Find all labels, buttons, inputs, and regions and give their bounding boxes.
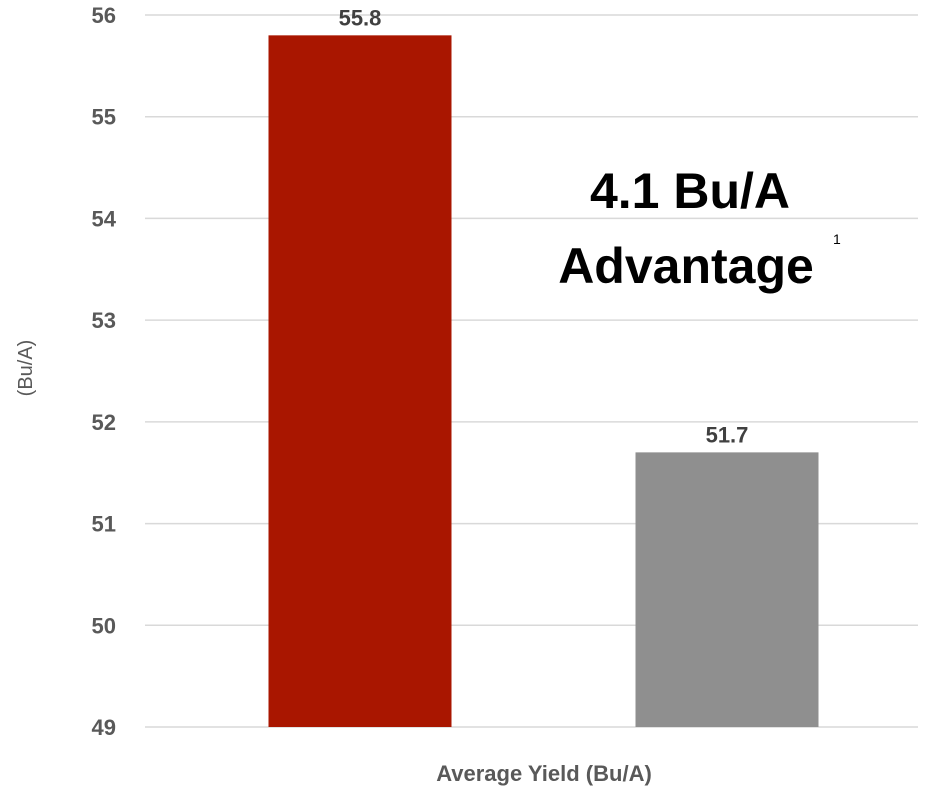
data-label-1: 55.8 (339, 5, 382, 30)
y-tick-label: 55 (92, 105, 116, 130)
bars (268, 35, 819, 728)
bar-2 (635, 452, 819, 727)
data-labels: 55.8 51.7 (339, 5, 749, 447)
advantage-label: Advantage (558, 238, 814, 294)
y-axis-tick-labels: 49 50 51 52 53 54 55 56 (92, 3, 117, 740)
advantage-annotation: 4.1 Bu/A Advantage 1 (558, 163, 841, 294)
y-axis-title: (Bu/A) (15, 340, 37, 397)
advantage-value: 4.1 Bu/A (590, 163, 790, 219)
y-tick-label: 51 (92, 512, 116, 537)
y-tick-label: 49 (92, 715, 116, 740)
y-tick-label: 54 (92, 206, 117, 231)
y-tick-label: 53 (92, 308, 116, 333)
y-tick-label: 56 (92, 3, 116, 28)
y-tick-label: 50 (92, 613, 116, 638)
y-tick-label: 52 (92, 410, 116, 435)
data-label-2: 51.7 (706, 422, 749, 447)
x-axis-title: Average Yield (Bu/A) (436, 761, 652, 786)
footnote-marker: 1 (833, 231, 841, 247)
bar-1 (268, 35, 452, 728)
